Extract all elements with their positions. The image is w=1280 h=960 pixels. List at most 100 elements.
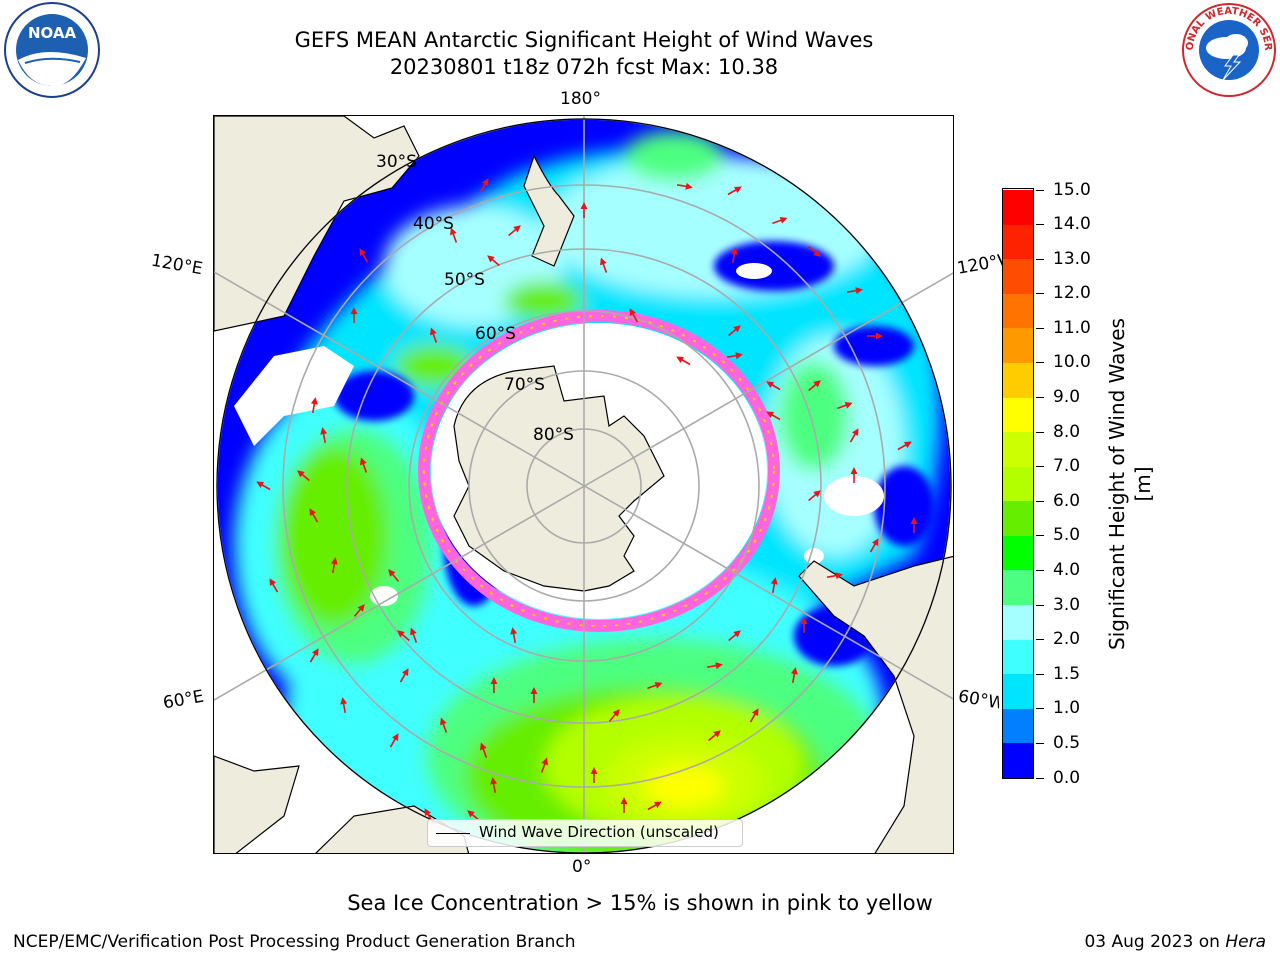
- wave-direction-arrow: [867, 332, 883, 340]
- wave-direction-arrow: [726, 352, 743, 360]
- colorbar-tick: [1036, 535, 1044, 537]
- footer-credit: NCEP/EMC/Verification Post Processing Pr…: [13, 932, 576, 952]
- wave-direction-arrow: [297, 470, 310, 482]
- colorbar-tick: [1036, 362, 1044, 364]
- wave-direction-arrow: [360, 457, 368, 473]
- footer-date-text: 03 Aug 2023 on: [1084, 932, 1226, 952]
- colorbar-segment: [1003, 327, 1033, 363]
- colorbar-tick: [1036, 293, 1044, 295]
- wave-direction-arrow: [590, 767, 598, 783]
- colorbar-tick-label: 0.5: [1053, 732, 1081, 753]
- colorbar-tick-label: 13.0: [1053, 248, 1091, 269]
- wave-direction-arrow: [490, 677, 498, 693]
- colorbar-tick: [1036, 639, 1044, 641]
- wave-direction-arrow: [490, 777, 498, 794]
- wave-direction-arrow: [706, 662, 723, 670]
- wave-direction-arrow: [897, 441, 912, 451]
- legend-label: Wind Wave Direction (unscaled): [479, 823, 719, 841]
- noaa-logo-icon: NOAA: [4, 2, 100, 98]
- colorbar-tick-label: 11.0: [1053, 317, 1091, 338]
- wind-wave-direction-arrows: [256, 178, 918, 823]
- wave-direction-arrow: [766, 411, 781, 421]
- colorbar-tick-label: 7.0: [1053, 456, 1081, 477]
- colorbar-tick: [1036, 500, 1044, 502]
- wave-direction-arrow: [808, 380, 821, 392]
- sea-ice-note: Sea Ice Concentration > 15% is shown in …: [347, 891, 933, 915]
- wave-direction-arrow: [647, 801, 662, 811]
- wave-direction-arrow: [440, 717, 448, 733]
- wave-direction-arrow: [910, 517, 918, 533]
- colorbar-tick-label: 12.0: [1053, 283, 1091, 304]
- colorbar-tick: [1036, 224, 1044, 226]
- lon-label-60w: 60°W: [956, 686, 1002, 714]
- colorbar-tick-label: 6.0: [1053, 490, 1081, 511]
- lat-label-80s: 80°S: [533, 425, 574, 445]
- legend-line-sample: [436, 833, 470, 834]
- colorbar-tick: [1036, 708, 1044, 710]
- lon-label-60e: 60°E: [161, 686, 206, 714]
- wave-direction-arrow: [730, 247, 738, 264]
- colorbar-tick: [1036, 397, 1044, 399]
- sea-ice-ring: [418, 310, 780, 632]
- colorbar-tick-label: 5.0: [1053, 525, 1081, 546]
- wave-direction-arrow: [846, 287, 863, 295]
- colorbar-title: Significant Height of Wind Waves [m]: [1105, 318, 1155, 650]
- wave-direction-arrow: [388, 569, 400, 582]
- wave-direction-arrow: [749, 708, 759, 723]
- colorbar-tick-label: 2.0: [1053, 629, 1081, 650]
- wave-direction-arrow: [359, 248, 369, 263]
- lat-label-40s: 40°S: [413, 214, 454, 234]
- wave-direction-arrow: [629, 308, 639, 323]
- wave-direction-arrow: [508, 225, 521, 237]
- colorbar-segment: [1003, 742, 1033, 778]
- wave-direction-arrow: [309, 508, 319, 523]
- wave-direction-arrow: [790, 667, 798, 684]
- wave-direction-arrow: [808, 490, 821, 502]
- wave-direction-arrow: [676, 182, 693, 190]
- wave-direction-arrow: [772, 217, 788, 225]
- wave-direction-arrow: [479, 178, 489, 193]
- colorbar-segment: [1003, 673, 1033, 709]
- colorbar-segment: [1003, 604, 1033, 640]
- wave-direction-arrow: [727, 186, 742, 196]
- colorbar-tick: [1036, 569, 1044, 571]
- footer-date: 03 Aug 2023 on Hera: [1084, 932, 1266, 952]
- colorbar-segment: [1003, 258, 1033, 294]
- chart-title-line2: 20230801 t18z 072h fcst Max: 10.38: [389, 55, 779, 79]
- wave-direction-arrow: [256, 481, 271, 491]
- colorbar-tick-label: 8.0: [1053, 421, 1081, 442]
- wave-direction-arrow: [600, 257, 608, 273]
- colorbar-tick-label: 15.0: [1053, 179, 1091, 200]
- antarctica-land: [453, 365, 665, 592]
- wave-direction-arrow: [410, 627, 418, 643]
- colorbar-segment: [1003, 293, 1033, 329]
- colorbar-tick: [1036, 777, 1044, 779]
- wave-direction-arrow: [608, 709, 620, 722]
- wave-direction-arrow: [450, 227, 458, 243]
- map-panel: 30°S 40°S 50°S 60°S 70°S 80°S Wind Wave …: [213, 115, 954, 854]
- wave-direction-arrow: [676, 356, 691, 366]
- chart-title-line1: GEFS MEAN Antarctic Significant Height o…: [294, 28, 874, 52]
- colorbar-segment: [1003, 431, 1033, 467]
- colorbar-tick: [1036, 604, 1044, 606]
- wave-direction-arrow: [309, 648, 319, 663]
- lat-label-50s: 50°S: [444, 270, 485, 290]
- colorbar-segment: [1003, 362, 1033, 398]
- colorbar-segment: [1003, 466, 1033, 502]
- wave-direction-arrow: [647, 682, 663, 690]
- wave-direction-arrow: [340, 697, 348, 714]
- wave-direction-arrow: [510, 627, 518, 644]
- colorbar-segment: [1003, 535, 1033, 571]
- colorbar-tick: [1036, 327, 1044, 329]
- colorbar-segment: [1003, 189, 1033, 225]
- colorbar-tick-label: 14.0: [1053, 214, 1091, 235]
- colorbar-segment: [1003, 708, 1033, 744]
- wave-direction-arrow: [708, 730, 721, 742]
- lat-label-60s: 60°S: [475, 324, 516, 344]
- colorbar-tick: [1036, 189, 1044, 191]
- colorbar-segment: [1003, 224, 1033, 260]
- wave-direction-arrow: [728, 325, 741, 337]
- wave-direction-arrow: [399, 668, 409, 683]
- wave-direction-arrow: [849, 428, 859, 443]
- wave-direction-arrow: [808, 245, 821, 257]
